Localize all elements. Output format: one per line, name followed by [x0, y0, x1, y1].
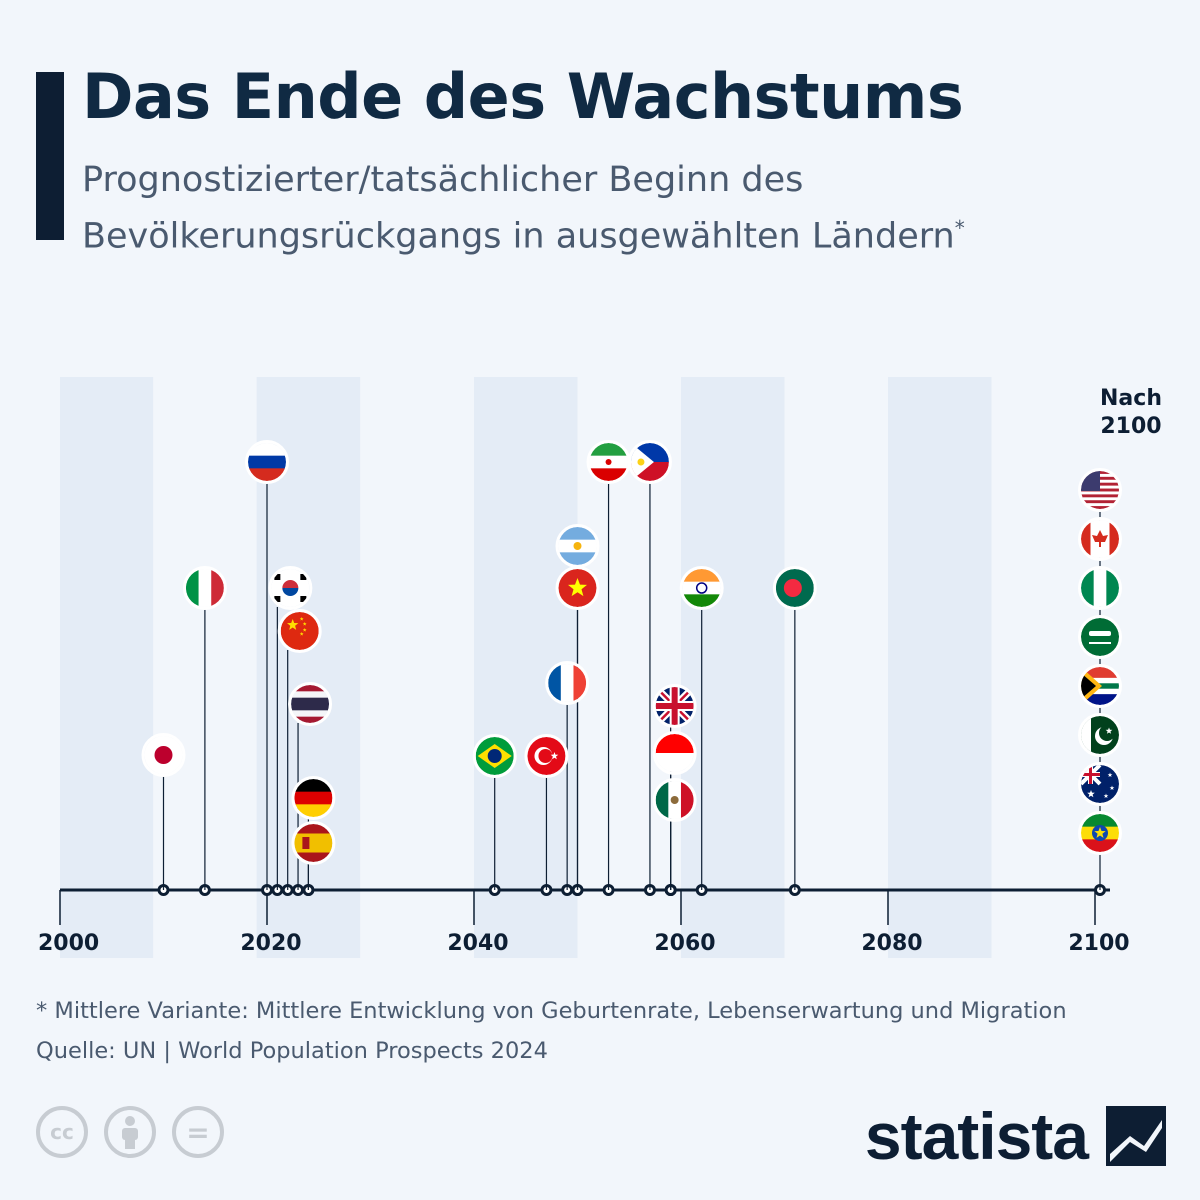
by-icon[interactable]	[104, 1106, 156, 1158]
philippines-flag	[630, 443, 669, 481]
subtitle-footnote-mark: *	[954, 216, 965, 240]
after-2100-label: Nach	[1100, 386, 1162, 411]
vietnam-flag	[558, 569, 597, 607]
timeline-chart: 2000 2020 2040 2060 2080 2100 Nach 2100	[38, 377, 1162, 958]
nd-icon[interactable]: =	[172, 1106, 224, 1158]
nd-icon-text: =	[186, 1115, 210, 1149]
x-tick-label: 2060	[654, 931, 715, 956]
flag-border	[679, 566, 724, 610]
flag-border	[268, 566, 313, 610]
flag-border	[652, 684, 697, 728]
japan-flag	[144, 736, 183, 774]
shaded-band	[60, 377, 154, 958]
shaded-band	[888, 377, 992, 958]
argentina-flag	[558, 527, 597, 565]
flag-border	[1078, 615, 1122, 659]
flag-border	[277, 609, 322, 653]
chart-subtitle: Prognostizierter/tatsächlicher Beginn de…	[82, 156, 1142, 261]
flag-border	[291, 776, 336, 820]
source-line: Quelle: UN | World Population Prospects …	[36, 1038, 548, 1064]
flag-border	[291, 821, 336, 865]
x-tick-label: 2020	[240, 931, 301, 956]
flag-border	[524, 734, 569, 778]
flag-border	[288, 682, 333, 726]
x-tick-label: 2100	[1068, 931, 1129, 956]
statista-logo-icon	[1106, 1106, 1166, 1166]
russia-flag	[248, 443, 286, 481]
bangladesh-flag	[775, 569, 814, 607]
flag-border	[545, 661, 590, 705]
flag-border	[1078, 713, 1122, 757]
flag-border	[1078, 762, 1122, 806]
flag-border	[772, 566, 817, 610]
flag-border	[182, 566, 227, 610]
flag-border	[652, 731, 697, 775]
flag-border	[1078, 811, 1122, 855]
flag-border	[245, 440, 289, 484]
flag-border	[1078, 566, 1122, 610]
flag-border	[141, 733, 186, 777]
india-flag	[682, 569, 721, 607]
turkey-flag	[527, 737, 566, 775]
saudi-arabia-flag	[1081, 618, 1119, 656]
license-icons: cc =	[36, 1106, 224, 1158]
x-tick-label: 2000	[38, 931, 99, 956]
nigeria-flag	[1081, 569, 1119, 607]
iran-flag	[589, 443, 628, 481]
australia-flag	[1081, 765, 1119, 803]
pakistan-flag	[1081, 716, 1119, 754]
statista-logo[interactable]: statista	[865, 1098, 1166, 1174]
uk-flag	[655, 687, 694, 725]
flag-border	[627, 440, 672, 484]
italy-flag	[185, 569, 224, 607]
mexico-flag	[655, 781, 694, 819]
canada-flag	[1081, 520, 1119, 558]
flag-border	[1078, 517, 1122, 561]
brazil-flag	[475, 737, 514, 775]
footnote: * Mittlere Variante: Mittlere Entwicklun…	[36, 998, 1067, 1024]
spain-flag	[294, 824, 333, 862]
title-accent-bar	[36, 72, 64, 240]
flag-border	[555, 566, 600, 610]
china-flag	[280, 612, 319, 650]
south-korea-flag	[271, 569, 310, 607]
cc-icon[interactable]: cc	[36, 1106, 88, 1158]
flag-border	[1078, 664, 1122, 708]
flag-border	[1078, 468, 1122, 512]
x-tick-label: 2080	[861, 931, 922, 956]
statista-wordmark: statista	[864, 1099, 1089, 1173]
subtitle-text: Prognostizierter/tatsächlicher Beginn de…	[82, 160, 955, 257]
after-2100-label: 2100	[1100, 414, 1161, 439]
x-tick-label: 2040	[447, 931, 508, 956]
france-flag	[548, 664, 587, 702]
ethiopia-flag	[1081, 814, 1119, 852]
cc-icon-text: cc	[50, 1120, 74, 1144]
thailand-flag	[291, 685, 330, 723]
flag-border	[472, 734, 517, 778]
germany-flag	[294, 779, 333, 817]
flag-border	[652, 778, 697, 822]
chart-title: Das Ende des Wachstums	[82, 60, 964, 133]
south-africa-flag	[1081, 667, 1119, 705]
shaded-band	[681, 377, 785, 958]
indonesia-flag	[655, 734, 694, 772]
